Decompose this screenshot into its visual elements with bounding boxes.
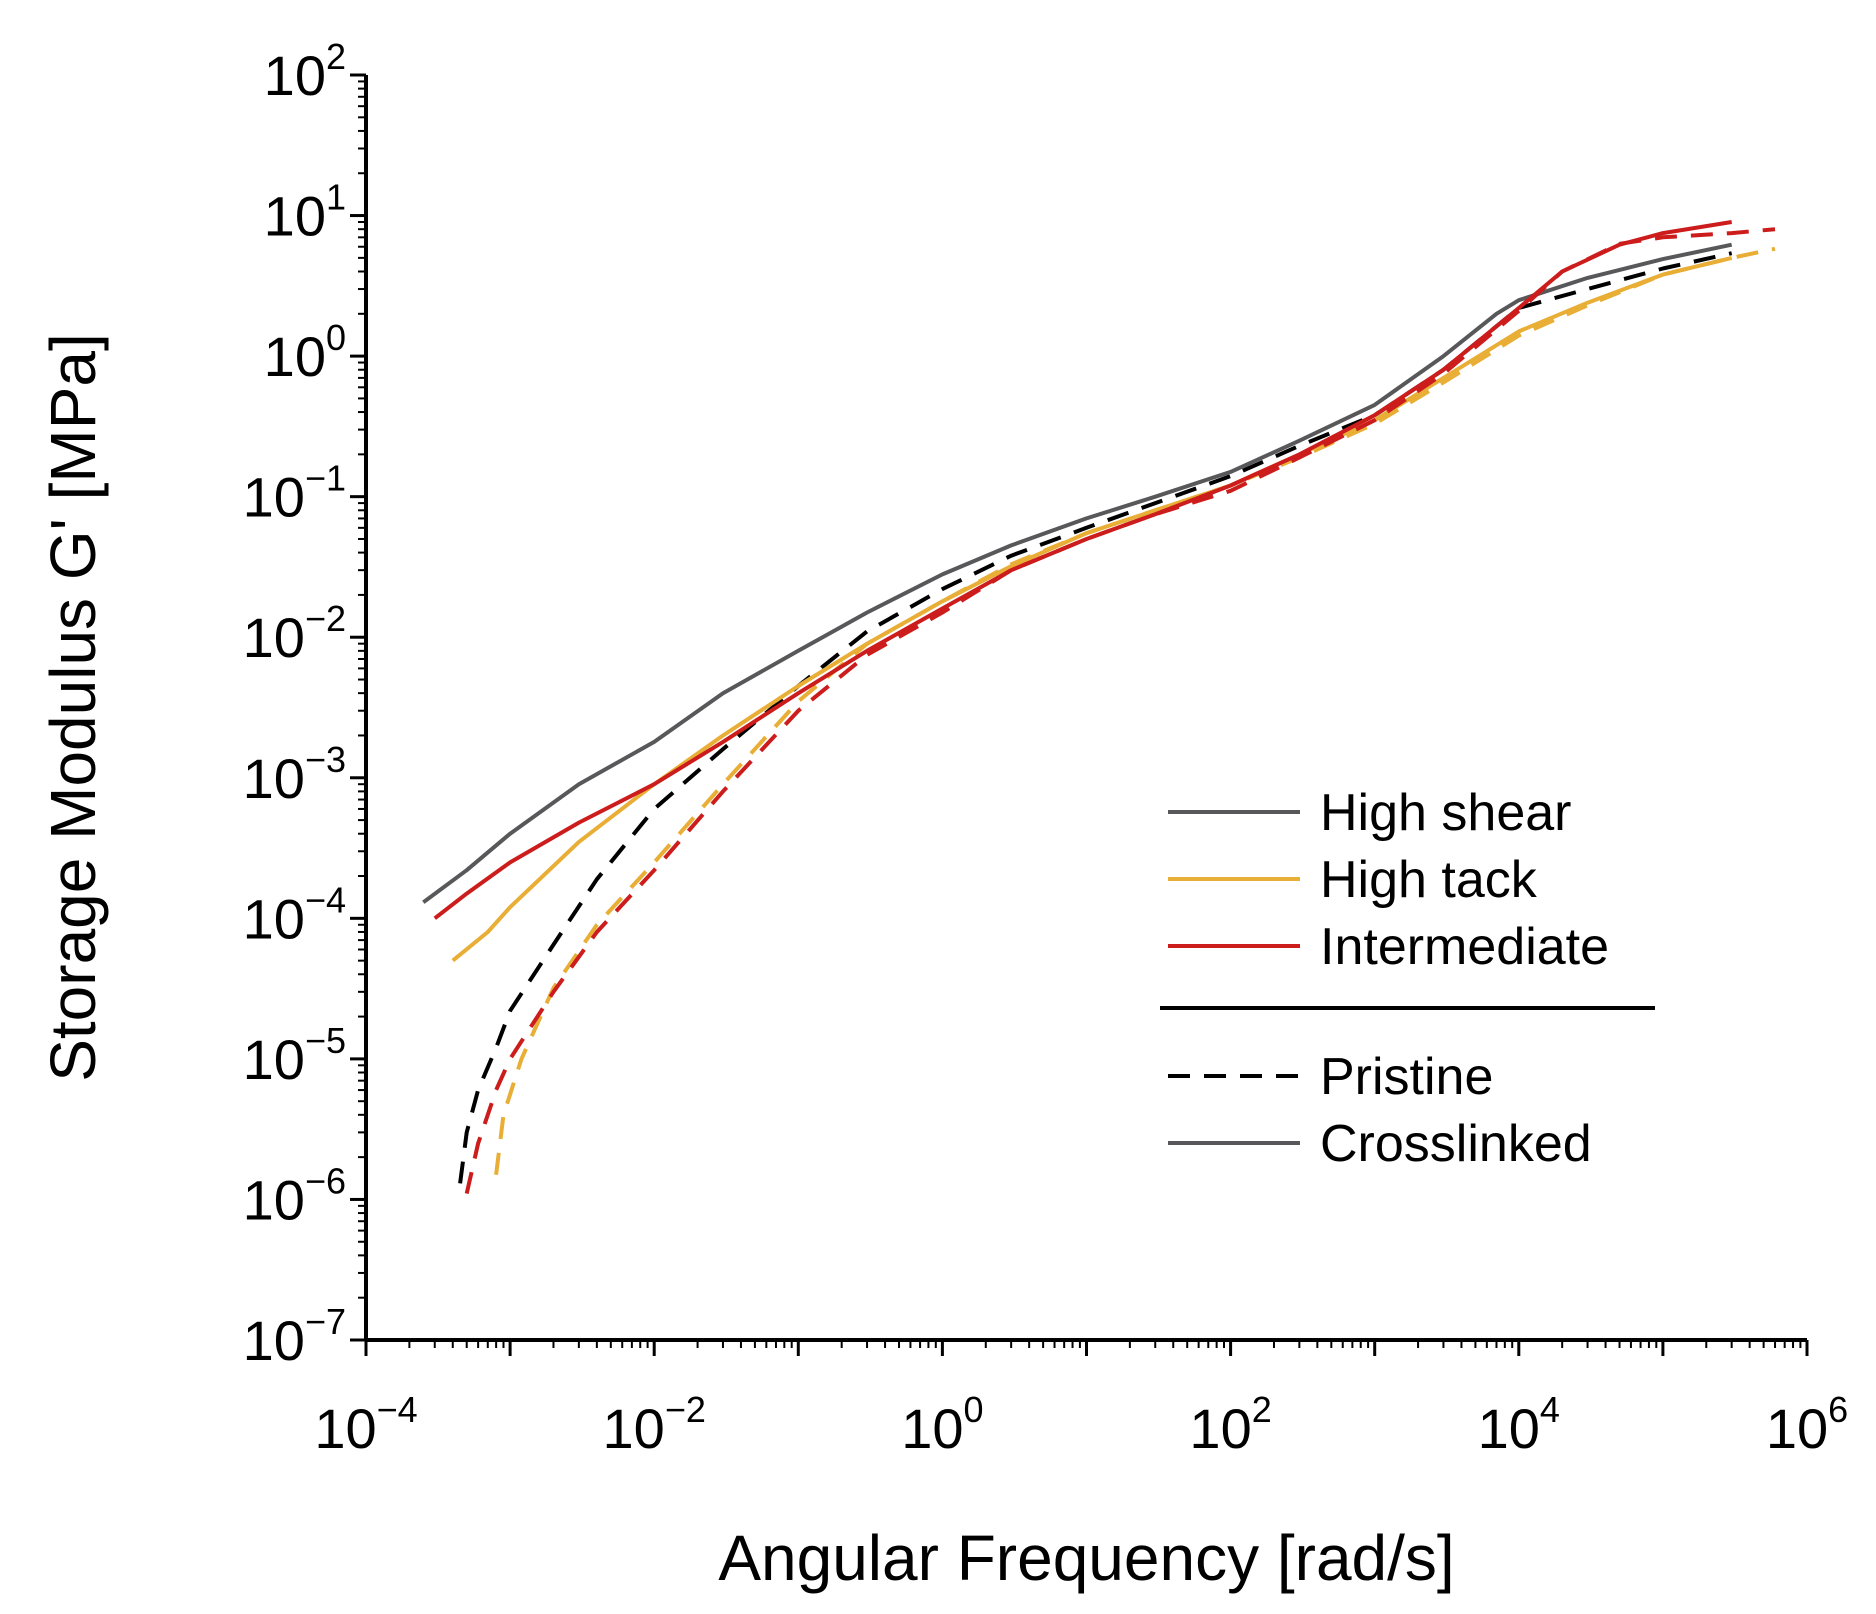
legend-entry-label: High tack: [1320, 851, 1538, 909]
series-layer: [422, 220, 1776, 1195]
y-tick-label: 101: [264, 177, 346, 248]
x-tick-label: 100: [901, 1389, 983, 1460]
y-tick-label: 10−2: [243, 598, 346, 669]
x-tick-label: 10−4: [314, 1389, 417, 1460]
series-line-high-tack-crosslinked: [451, 255, 1733, 963]
x-axis-title: Angular Frequency [rad/s]: [718, 1522, 1454, 1594]
axes-layer: 102 101 100 10−1 10−2 10−3 10−4 10−5 10−6 10−7 10−…: [243, 36, 1849, 1460]
y-tick-label: 10−3: [243, 739, 346, 810]
y-tick-label: 10−5: [243, 1020, 346, 1091]
series-line-high-tack-pristine: [494, 246, 1776, 1175]
series-line-high-shear-crosslinked: [422, 242, 1733, 904]
legend-entry-label: Intermediate: [1320, 918, 1609, 976]
y-tick-label: 10−4: [243, 879, 346, 950]
x-tick-label: 10−2: [603, 1389, 706, 1460]
legend-entry-label: Crosslinked: [1320, 1115, 1592, 1173]
series-line-intermediate-crosslinked: [433, 220, 1733, 920]
y-axis-title: Storage Modulus G' [MPa]: [37, 333, 109, 1082]
y-tick-label: 100: [264, 317, 346, 388]
y-tick-label: 10−7: [243, 1301, 346, 1372]
x-tick-label: 104: [1478, 1389, 1560, 1460]
x-tick-label: 102: [1189, 1389, 1271, 1460]
legend-entry-label: High shear: [1320, 784, 1571, 842]
y-tick-label: 10−1: [243, 458, 346, 529]
series-line-intermediate-pristine: [464, 227, 1776, 1195]
series-line-high-shear-pristine: [458, 251, 1733, 1184]
legend-entry-label: Pristine: [1320, 1048, 1493, 1106]
legend: High shear High tack Intermediate Pristine C…: [1160, 784, 1655, 1173]
y-tick-label: 10−6: [243, 1160, 346, 1231]
x-tick-label: 106: [1766, 1389, 1848, 1460]
y-tick-label: 102: [264, 36, 346, 107]
